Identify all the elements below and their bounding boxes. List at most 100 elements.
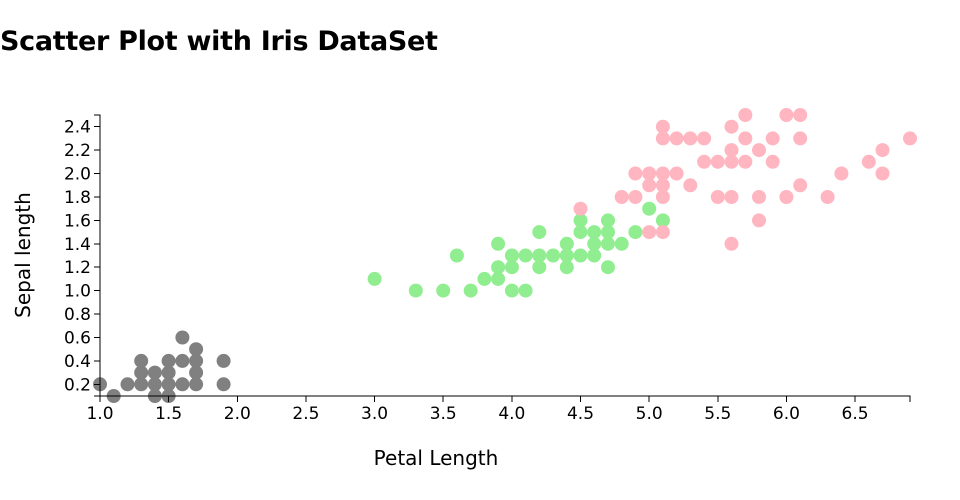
data-point [189, 377, 204, 392]
y-tick-label: 1.4 [64, 235, 91, 255]
data-point [724, 119, 739, 134]
data-point [546, 248, 561, 263]
data-point [642, 178, 657, 193]
data-point [710, 154, 725, 169]
y-tick-label: 2.0 [64, 165, 91, 185]
x-tick-label: 1.5 [155, 404, 182, 424]
x-tick-label: 3.0 [361, 404, 388, 424]
y-tick-label: 1.6 [64, 211, 91, 231]
data-point [655, 119, 670, 134]
data-point [601, 260, 615, 275]
points-layer [93, 108, 917, 403]
data-point [175, 330, 190, 345]
data-point [504, 248, 519, 263]
data-point [449, 248, 464, 263]
x-tick-label: 4.0 [498, 404, 525, 424]
y-tick-label: 0.2 [64, 375, 91, 395]
data-point [491, 260, 506, 275]
data-point [655, 178, 670, 193]
data-point [601, 213, 615, 228]
data-point [738, 108, 753, 122]
data-point [655, 225, 670, 240]
data-point [587, 236, 602, 251]
data-point [175, 353, 190, 368]
data-point [642, 201, 657, 216]
data-point [504, 260, 519, 275]
data-point [724, 143, 739, 158]
data-point [559, 248, 574, 263]
data-point [724, 190, 739, 204]
data-point [765, 131, 780, 146]
data-point [738, 131, 753, 146]
data-point [463, 283, 478, 298]
y-tick-label: 1.0 [64, 282, 91, 302]
data-point [738, 154, 753, 169]
data-point [683, 131, 698, 146]
data-point [161, 365, 176, 380]
data-point [614, 190, 629, 204]
data-point [134, 353, 149, 368]
data-point [120, 377, 135, 392]
data-point [779, 108, 794, 122]
data-point [134, 377, 149, 392]
data-point [793, 131, 808, 146]
data-point [642, 225, 657, 240]
data-point [175, 377, 190, 392]
data-point [573, 201, 588, 216]
x-tick-label: 1.0 [86, 404, 113, 424]
y-tick-label: 0.8 [64, 305, 91, 325]
data-point [669, 166, 684, 181]
data-point [436, 283, 451, 298]
x-tick-label: 6.0 [773, 404, 800, 424]
x-axis-line [99, 395, 911, 402]
y-tick-label: 0.6 [64, 328, 91, 348]
data-point [601, 236, 615, 251]
data-point [189, 342, 204, 357]
data-point [724, 154, 739, 169]
x-tick-label: 2.5 [292, 404, 319, 424]
data-point [573, 248, 588, 263]
data-point [518, 248, 533, 263]
data-point [875, 166, 890, 181]
data-point [189, 365, 204, 380]
data-point [216, 377, 231, 392]
data-point [147, 377, 162, 392]
data-point [655, 190, 670, 204]
data-point [752, 213, 766, 228]
data-point [532, 248, 547, 263]
x-tick-label: 5.5 [704, 404, 731, 424]
data-point [655, 213, 670, 228]
data-point [655, 131, 670, 146]
data-point [587, 248, 602, 263]
data-point [697, 131, 712, 146]
data-point [642, 166, 657, 181]
data-point [752, 190, 766, 204]
x-axis: 1.0 1.5 2.0 2.5 3.0 3.5 4.0 4.5 5.0 5.5 6.0 6.5 [86, 395, 911, 424]
data-point [134, 365, 149, 380]
data-point [779, 190, 794, 204]
data-point [793, 178, 808, 193]
data-point [532, 260, 547, 275]
data-point [491, 271, 506, 286]
data-point [683, 178, 698, 193]
data-point [573, 213, 588, 228]
data-point [752, 143, 766, 158]
data-point [477, 271, 492, 286]
data-point [559, 260, 574, 275]
x-tick-label: 2.0 [224, 404, 251, 424]
data-point [601, 225, 615, 240]
y-tick-label: 2.2 [64, 141, 91, 161]
data-point [491, 236, 506, 251]
data-point [724, 236, 739, 251]
data-point [765, 154, 780, 169]
data-point [628, 166, 643, 181]
x-tick-label: 4.5 [567, 404, 594, 424]
data-point [161, 377, 176, 392]
data-point [559, 236, 574, 251]
data-point [367, 271, 382, 286]
y-axis-line [94, 114, 101, 397]
data-point [614, 236, 629, 251]
data-point [820, 190, 835, 204]
data-point [147, 365, 162, 380]
